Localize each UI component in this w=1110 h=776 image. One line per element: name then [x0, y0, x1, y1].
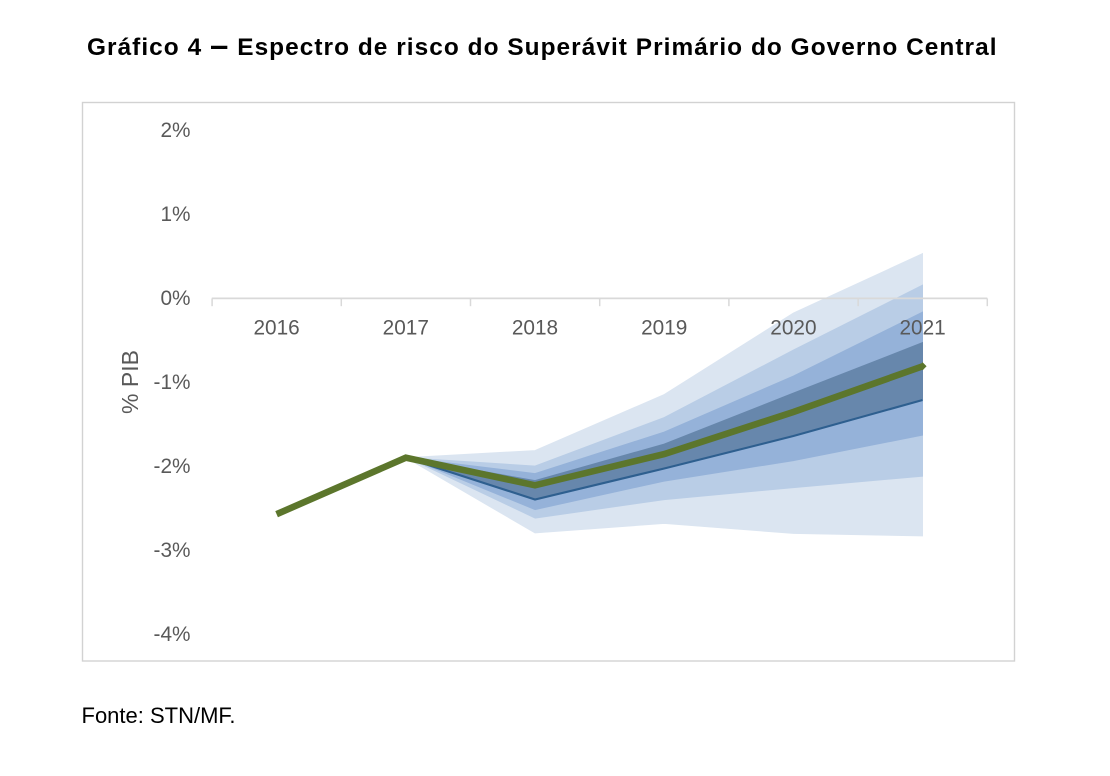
svg-text:% PIB: % PIB	[117, 350, 143, 414]
svg-text:1%: 1%	[160, 203, 190, 226]
svg-text:2021: 2021	[899, 317, 945, 340]
svg-text:2020: 2020	[770, 317, 816, 340]
svg-text:Fonte: STN/MF.: Fonte: STN/MF.	[82, 703, 236, 728]
svg-text:-3%: -3%	[154, 539, 191, 562]
svg-text:2018: 2018	[512, 317, 558, 340]
svg-text:0%: 0%	[160, 287, 190, 310]
svg-text:2017: 2017	[383, 317, 429, 340]
svg-text:2%: 2%	[160, 119, 190, 142]
svg-text:-4%: -4%	[154, 623, 191, 646]
svg-text:2016: 2016	[253, 317, 299, 340]
svg-text:2019: 2019	[641, 317, 687, 340]
svg-text:-2%: -2%	[154, 455, 191, 478]
svg-text:-1%: -1%	[154, 371, 191, 394]
